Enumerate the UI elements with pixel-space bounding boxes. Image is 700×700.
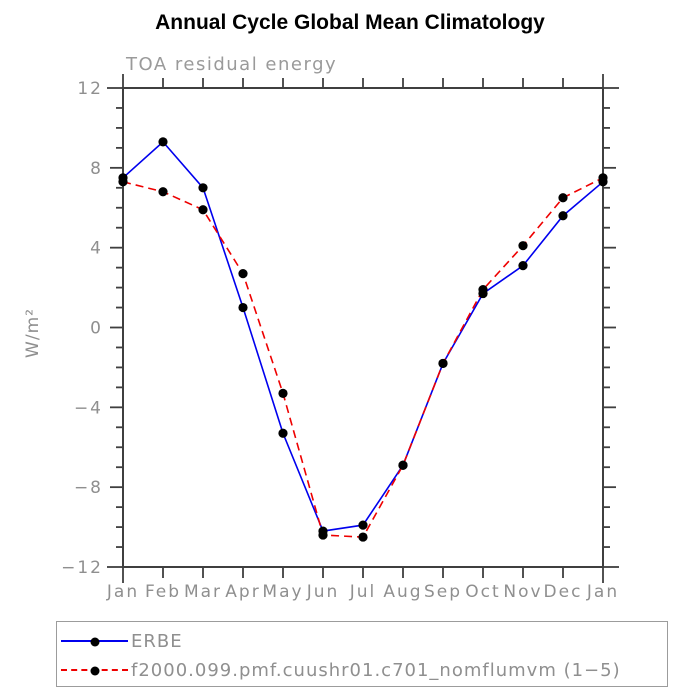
svg-text:8: 8 (90, 159, 103, 179)
svg-text:−4: −4 (74, 398, 103, 418)
legend-item-erbe: ERBE (57, 627, 667, 656)
chart-title: Annual Cycle Global Mean Climatology (155, 11, 545, 34)
svg-text:Sep: Sep (424, 582, 462, 602)
svg-text:Feb: Feb (145, 582, 181, 602)
legend: ERBE f2000.099.pmf.cuushr01.c701_nomflum… (56, 621, 668, 687)
svg-text:Jan: Jan (106, 582, 139, 602)
svg-text:Apr: Apr (225, 582, 260, 602)
legend-solid-line-icon (61, 636, 128, 647)
svg-text:12: 12 (77, 79, 103, 99)
legend-label-erbe: ERBE (131, 631, 183, 652)
legend-label-model: f2000.099.pmf.cuushr01.c701_nomflumvm (1… (131, 660, 621, 681)
svg-text:Nov: Nov (503, 582, 542, 602)
svg-text:May: May (262, 582, 303, 602)
svg-text:Aug: Aug (383, 582, 422, 602)
svg-text:Jan: Jan (586, 582, 619, 602)
svg-text:0: 0 (90, 318, 103, 338)
svg-text:Jun: Jun (306, 582, 340, 602)
legend-dashed-line-icon (61, 665, 128, 676)
svg-text:−12: −12 (61, 558, 103, 578)
svg-text:4: 4 (90, 239, 103, 259)
svg-text:Mar: Mar (184, 582, 222, 602)
svg-text:−8: −8 (74, 478, 103, 498)
legend-marker-dot-icon (90, 666, 99, 675)
legend-marker-dot-icon (90, 637, 99, 646)
svg-text:Dec: Dec (544, 582, 583, 602)
svg-text:Oct: Oct (465, 582, 500, 602)
legend-item-model: f2000.099.pmf.cuushr01.c701_nomflumvm (1… (57, 656, 667, 685)
svg-text:Jul: Jul (349, 582, 377, 602)
chart-subtitle: TOA residual energy (126, 54, 338, 75)
